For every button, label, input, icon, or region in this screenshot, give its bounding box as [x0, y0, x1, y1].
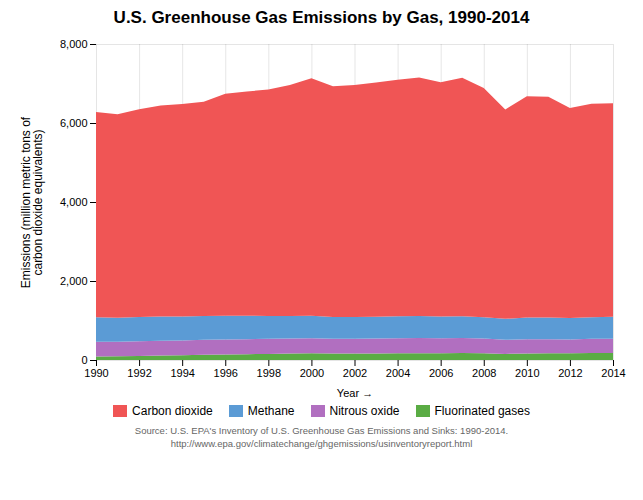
svg-text:6,000: 6,000 [60, 117, 88, 129]
svg-text:8,000: 8,000 [60, 38, 88, 50]
svg-text:2008: 2008 [472, 367, 496, 379]
svg-text:1994: 1994 [170, 367, 194, 379]
html-text:Carbon dioxide: Carbon dioxide [132, 404, 213, 418]
svg-text:2000: 2000 [300, 367, 324, 379]
svg-text:1998: 1998 [257, 367, 281, 379]
svg-text:4,000: 4,000 [60, 196, 88, 208]
svg-text:2014: 2014 [601, 367, 625, 379]
html-text:Methane: Methane [247, 404, 295, 418]
svg-text:2002: 2002 [343, 367, 367, 379]
html-text:http://www.epa.gov/climatechan: http://www.epa.gov/climatechange/ghgemis… [170, 438, 473, 449]
html-text:Nitrous oxide: Nitrous oxide [329, 404, 400, 418]
svg-text:Year →: Year → [337, 387, 373, 399]
svg-text:1990: 1990 [84, 367, 108, 379]
svg-text:0: 0 [81, 354, 87, 366]
svg-text:2004: 2004 [386, 367, 410, 379]
svg-text:2012: 2012 [558, 367, 582, 379]
svg-text:Emissions (million metric tons: Emissions (million metric tons ofcarbon … [19, 116, 45, 288]
html-text:Source: U.S. EPA's Inventory o: Source: U.S. EPA's Inventory of U.S. Gre… [134, 425, 509, 436]
svg-text:1996: 1996 [214, 367, 238, 379]
svg-text:2,000: 2,000 [60, 275, 88, 287]
svg-text:1992: 1992 [127, 367, 151, 379]
svg-text:2010: 2010 [515, 367, 539, 379]
html-text:U.S. Greenhouse Gas Emissions: U.S. Greenhouse Gas Emissions by Gas, 19… [113, 8, 530, 27]
svg-text:2006: 2006 [429, 367, 453, 379]
html-text:Fluorinated gases: Fluorinated gases [434, 404, 530, 418]
